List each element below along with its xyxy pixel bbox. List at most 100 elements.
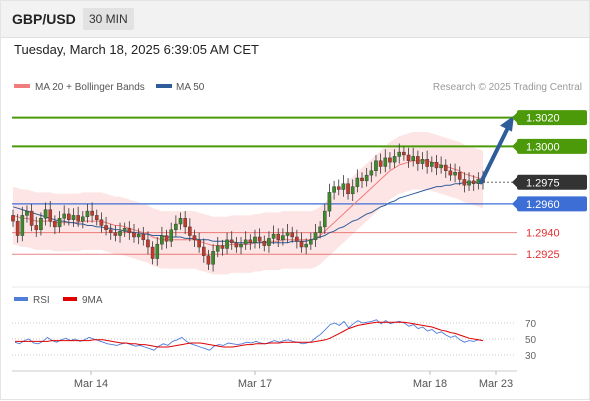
candle [71,208,76,227]
candle [360,172,364,189]
copyright-text: Research © 2025 Trading Central [433,82,582,93]
candle [281,228,285,246]
forecast-arrow-head [500,115,514,132]
candle [248,234,253,250]
rsi-tick-label: 50 [525,335,537,346]
candle [397,143,402,164]
timestamp: Tuesday, March 18, 2025 6:39:05 AM CET [14,42,259,57]
candle [211,244,215,272]
candle [290,226,295,243]
candle [48,201,53,227]
candle [271,225,276,245]
rsi-ma-legend-label: 9MA [82,295,103,306]
candle [402,146,406,161]
candle [146,231,150,255]
candle [350,179,355,202]
level-label-box [517,196,587,212]
level-lines [12,116,517,255]
level-labels: 1.3020 1.3000 1.2975 1.2960 1.2940 1.2925 [512,110,587,261]
candle [443,159,448,178]
candle [160,226,164,250]
interval-button[interactable]: 30 MIN [83,8,134,30]
level-label-text: 1.2975 [526,177,560,189]
rsi-tick-label: 70 [525,319,537,330]
level-label-text: 1.2960 [526,199,560,211]
candle [178,212,183,230]
candle [29,203,34,232]
candle [295,229,299,249]
candle [164,229,169,249]
candle [267,231,271,253]
candle [457,166,462,186]
candle [150,241,155,265]
candle [39,212,43,236]
rsi-ma-legend-swatch [63,297,77,301]
candle [169,222,174,248]
candle [90,202,94,223]
candle [285,224,290,243]
ma50-legend-label: MA 50 [176,82,205,93]
candle [141,226,146,246]
candle [364,167,369,187]
candle [81,211,85,229]
bollinger-band-layer [13,132,483,275]
candle [322,203,327,235]
candle [416,150,420,171]
forecast-arrow [479,115,514,185]
candle [304,238,308,255]
level-label-text: 1.3020 [526,113,560,125]
candle [374,154,378,177]
rsi-grid: 70 50 30 [12,319,537,362]
candle [309,232,313,250]
x-tick-label: Mar 14 [74,378,108,390]
candle [341,175,346,197]
candle [188,218,192,242]
candle [346,177,350,200]
level-label-box [517,138,587,154]
ma20-line [12,160,484,247]
candle [378,153,383,174]
candle [99,212,104,233]
level-label-pointer [512,177,517,188]
candle [34,216,39,237]
forecast-arrow-shaft [479,127,509,185]
candle [448,163,453,181]
candle [43,202,48,226]
level-label-box [517,110,587,126]
candle [434,154,439,176]
candle [239,236,243,255]
candle [206,249,211,271]
candle [132,224,136,243]
candle [430,156,434,173]
candle [467,172,471,191]
candle [327,183,332,217]
candle [225,232,229,255]
candle [229,231,234,250]
level-label-text: 1.2925 [526,249,560,261]
candle [392,149,397,168]
candle [262,235,267,252]
candle [122,222,127,237]
candle [406,147,411,168]
candle [257,228,262,249]
candle [57,211,62,233]
ma50-line [12,180,484,244]
rsi-line [14,319,484,351]
candle [25,205,29,223]
candle [243,231,248,250]
candle [67,208,71,226]
level-label-pointer [512,141,517,152]
x-tick-label: Mar 23 [479,378,513,390]
candle [127,221,132,240]
candle [104,216,108,236]
candle [420,152,425,170]
candle [411,147,415,167]
candle [201,238,206,263]
level-label-box [517,174,587,190]
candle [94,209,99,226]
x-tick-label: Mar 17 [238,378,272,390]
candle [20,206,25,242]
rsi-ma-line [15,321,484,348]
candle [462,172,467,193]
candle [299,232,304,253]
